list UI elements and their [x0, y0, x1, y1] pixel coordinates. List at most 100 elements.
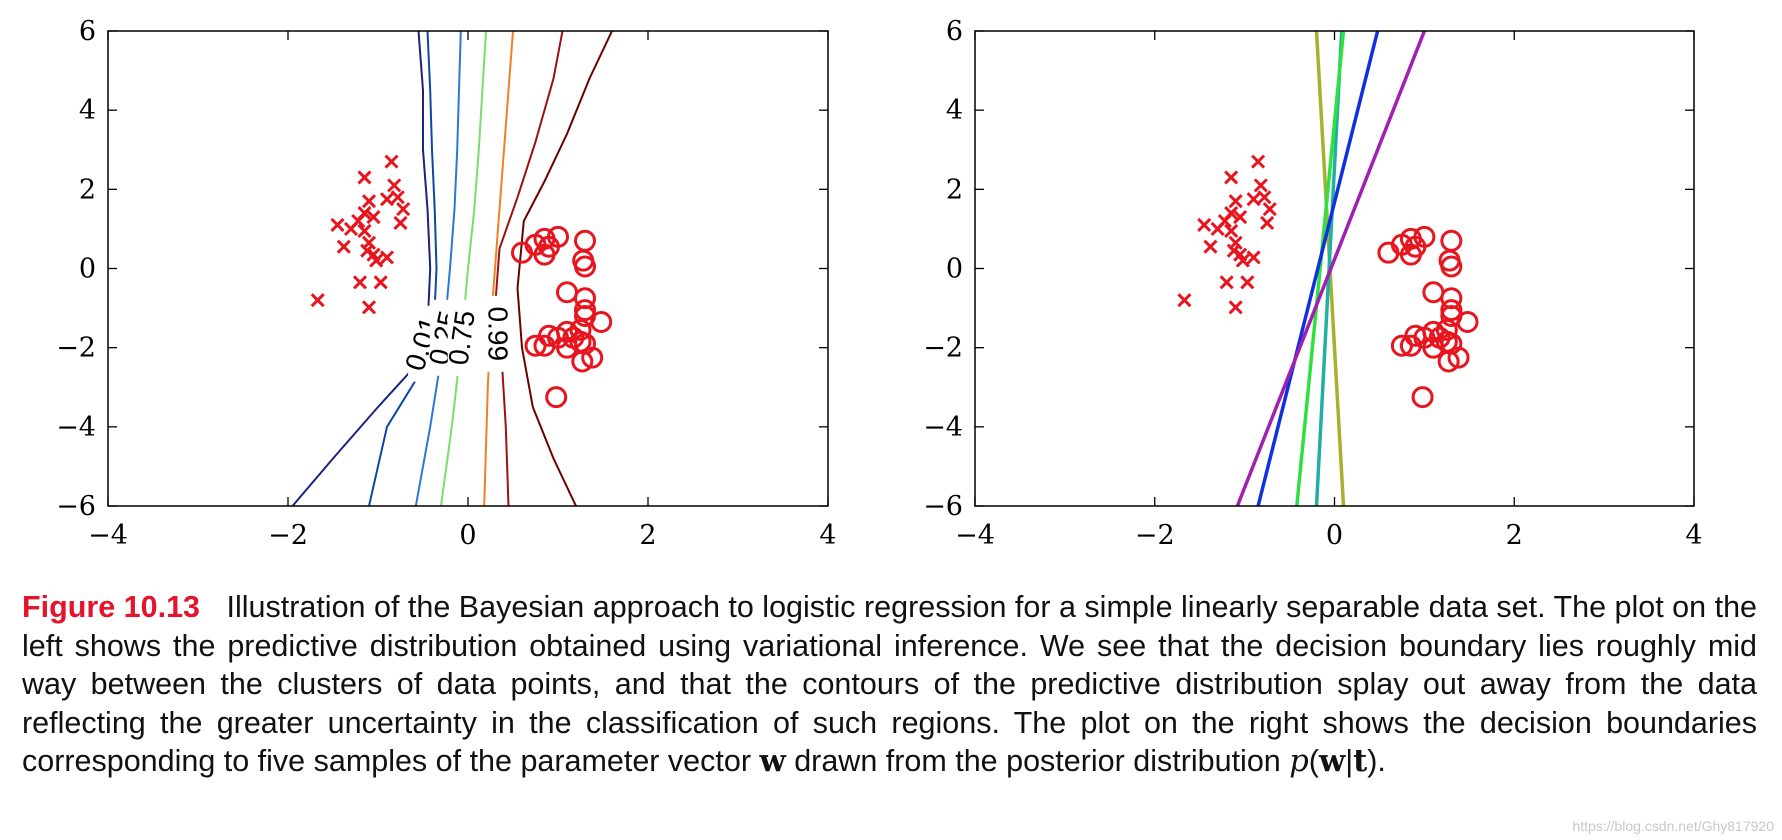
cross-marker: [361, 194, 377, 209]
cross-stroke: [366, 247, 381, 262]
caption-w-symbol-2: w: [1318, 743, 1346, 779]
contour-line: [483, 31, 514, 506]
circle-marker: [524, 334, 547, 357]
cross-marker: [387, 178, 402, 193]
cross-stroke: [1262, 202, 1277, 217]
x-tick-label: −2: [268, 520, 308, 551]
cross-marker: [1228, 194, 1243, 209]
circle-marker: [1437, 350, 1460, 373]
decision-boundary-line: [1235, 31, 1427, 506]
circle-marker: [1440, 229, 1463, 252]
cross-marker: [1262, 202, 1277, 217]
circle-marker: [1447, 346, 1470, 369]
circle-marker: [590, 310, 613, 333]
cross-marker: [390, 190, 405, 205]
cross-stroke: [1246, 250, 1261, 265]
cross-marker: [361, 300, 377, 315]
cross-stroke: [361, 300, 377, 315]
caption-w-symbol: w: [759, 743, 786, 779]
caption-t-symbol: t: [1353, 743, 1368, 779]
cross-stroke: [396, 202, 411, 217]
cross-stroke: [1260, 215, 1275, 231]
x-tick-label: 0: [459, 520, 476, 551]
y-tick-label: −2: [56, 333, 96, 364]
cross-stroke: [336, 239, 351, 254]
cross-marker: [1235, 253, 1250, 268]
cross-stroke: [1177, 293, 1192, 308]
cross-marker: [1228, 300, 1243, 315]
x-tick-label: 0: [1326, 520, 1343, 551]
y-tick-label: 4: [946, 95, 963, 126]
y-tick-label: −6: [56, 491, 96, 522]
y-tick-label: 2: [79, 174, 96, 205]
cross-marker: [1240, 275, 1255, 290]
cross-marker: [1246, 250, 1261, 265]
contour-line: [368, 31, 438, 506]
contour-line: [414, 31, 462, 506]
y-tick-label: 6: [946, 16, 963, 47]
cross-stroke: [1233, 209, 1248, 225]
cross-marker: [1253, 178, 1268, 193]
cross-stroke: [1246, 192, 1261, 207]
contour-line: [516, 31, 613, 506]
contour-line: [440, 31, 487, 506]
cross-stroke: [1224, 223, 1239, 238]
cross-stroke: [387, 178, 402, 193]
boundary-group: [1235, 31, 1427, 506]
cross-marker: [1197, 217, 1212, 233]
cross-marker: [1203, 239, 1218, 254]
figure-caption: Figure 10.13 Illustration of the Bayesia…: [22, 588, 1757, 782]
circle-marker: [545, 386, 568, 409]
cross-marker: [1251, 154, 1266, 169]
cross-stroke: [1210, 221, 1225, 236]
cross-stroke: [343, 221, 359, 236]
cross-stroke: [1224, 170, 1239, 185]
circle-marker: [574, 229, 596, 252]
cross-stroke: [366, 209, 381, 225]
x-tick-label: 2: [1506, 520, 1523, 551]
cross-marker: [1219, 275, 1234, 290]
cross-stroke: [1197, 217, 1212, 233]
cross-marker: [310, 293, 325, 308]
caption-paren-close: ).: [1367, 744, 1386, 778]
cross-stroke: [373, 275, 388, 290]
cross-stroke: [1233, 247, 1248, 262]
contour-line: [493, 31, 564, 506]
caption-p-symbol: p: [1289, 744, 1309, 779]
cross-stroke: [379, 192, 395, 207]
y-tick-label: −2: [923, 333, 963, 364]
caption-text-part2: drawn from the posterior distribution: [794, 744, 1281, 778]
cross-stroke: [379, 250, 395, 265]
plot-frame: [974, 30, 1695, 507]
circle-marker: [1399, 243, 1422, 266]
circle-marker: [574, 299, 596, 322]
cross-stroke: [1253, 178, 1268, 193]
cross-marker: [352, 275, 368, 290]
caption-cond-bar: |: [1345, 744, 1354, 778]
cross-marker: [1177, 293, 1192, 308]
circle-marker: [1456, 310, 1479, 333]
x-tick-label: 4: [1685, 520, 1702, 551]
cross-marker: [1246, 192, 1261, 207]
cross-stroke: [1228, 300, 1243, 315]
cross-stroke: [390, 190, 405, 205]
y-tick-label: −4: [923, 412, 963, 443]
cross-stroke: [1251, 154, 1266, 169]
contour-label-bg: [484, 295, 513, 372]
contour-label: 0.75: [443, 309, 481, 367]
x-tick-label: −4: [955, 520, 995, 551]
x-tick-label: 2: [639, 520, 656, 551]
contour-label: 0.99: [483, 307, 514, 362]
x-tick-label: 4: [819, 520, 836, 551]
cross-marker: [1260, 215, 1275, 231]
cross-marker: [1210, 221, 1225, 236]
cross-stroke: [1240, 275, 1255, 290]
cross-marker: [357, 223, 372, 238]
cross-stroke: [1219, 275, 1234, 290]
cross-stroke: [1226, 243, 1241, 258]
circle-marker: [556, 281, 578, 304]
cross-stroke: [361, 194, 377, 209]
circle-marker: [581, 346, 604, 369]
